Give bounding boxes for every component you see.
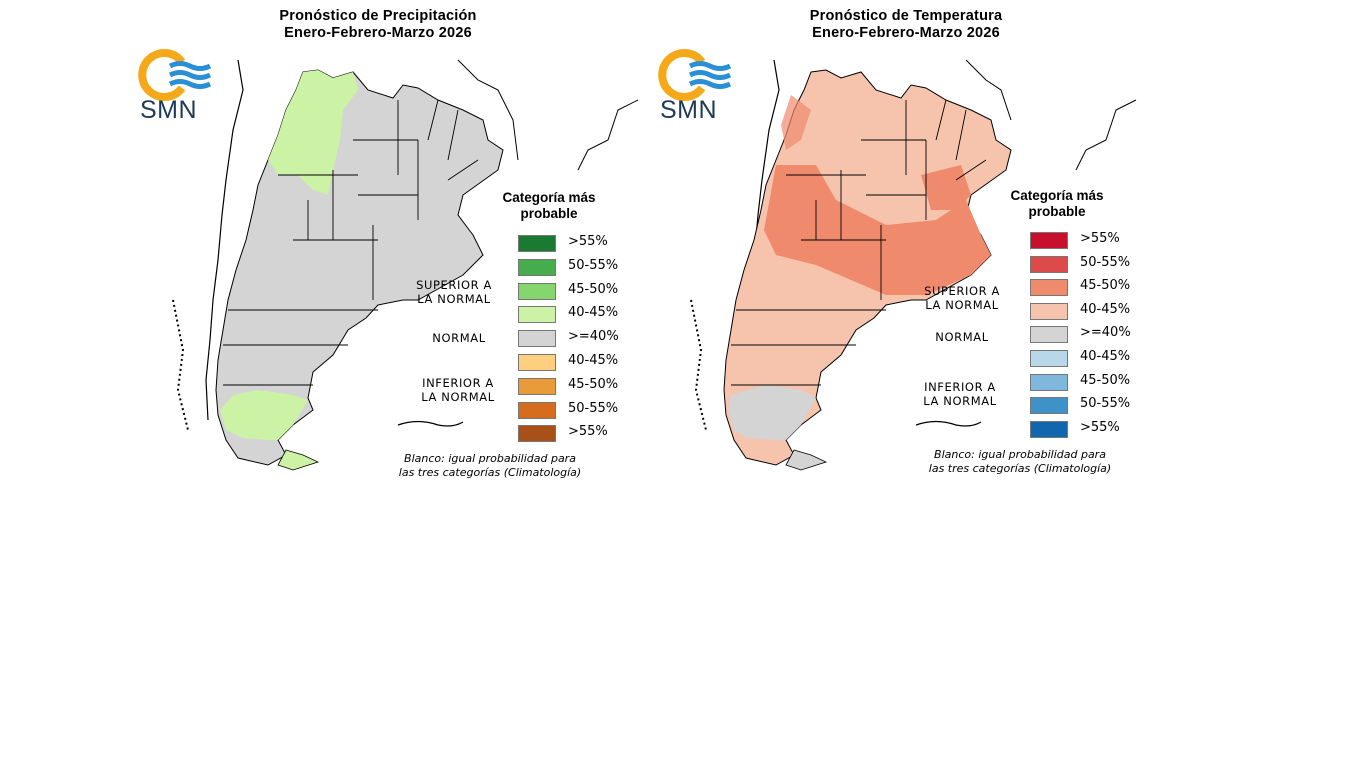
legend-label: 40-45% (1080, 349, 1131, 364)
smn-logo: SMN (120, 44, 230, 126)
legend-label: 40-45% (568, 305, 619, 321)
legend-label: 40-45% (568, 353, 619, 368)
legend-swatch (1030, 397, 1068, 415)
legend-label: 45-50% (1080, 372, 1131, 388)
legend-swatch (518, 377, 556, 395)
below-normal-label: INFERIOR A LA NORMAL (923, 380, 997, 408)
legend-swatch (518, 401, 556, 419)
legend-label: 40-45% (1080, 301, 1131, 317)
normal-label: NORMAL (432, 331, 486, 345)
legend-label: 45-50% (568, 376, 619, 392)
legend-label: >55% (568, 234, 608, 249)
legend-label: >55% (1080, 231, 1120, 246)
smn-logo-text: SMN (660, 96, 718, 124)
legend-label: 45-50% (568, 281, 619, 297)
legend-swatch (1030, 326, 1068, 344)
legend-label: >=40% (568, 329, 619, 345)
legend-swatch (1030, 232, 1068, 249)
southern-normal-area (728, 385, 816, 440)
legend-swatch (518, 235, 556, 252)
legend-label: 50-55% (1080, 254, 1131, 270)
precipitation-legend-title: Categoría más probable (502, 190, 596, 221)
temperature-map-title: Pronóstico de Temperatura Enero-Febrero-… (809, 8, 1003, 41)
temperature-forecast-panel: Pronóstico de Temperatura Enero-Febrero-… (636, 0, 1166, 480)
smn-logo-icon (138, 49, 212, 101)
legend-swatch (518, 425, 556, 443)
normal-label: NORMAL (935, 330, 989, 344)
legend-label: 50-55% (568, 257, 619, 273)
legend-swatch (1030, 373, 1068, 391)
temperature-footnote: Blanco: igual probabilidad para las tres… (928, 448, 1112, 475)
legend-swatch (518, 306, 556, 324)
argentina-precipitation-map (172, 59, 639, 471)
below-normal-label: INFERIOR A LA NORMAL (421, 376, 495, 404)
legend-swatch (1030, 279, 1068, 297)
legend-label: 50-55% (1080, 396, 1131, 412)
precipitation-footnote: Blanco: igual probabilidad para las tres… (398, 452, 582, 479)
south-patagonia-above-normal-area (220, 390, 308, 440)
legend-label: >55% (1080, 419, 1120, 435)
legend-label: >=40% (1080, 325, 1131, 341)
legend-label: >55% (568, 424, 608, 440)
central-45-50-area (764, 165, 991, 295)
legend-swatch (518, 282, 556, 300)
legend-swatch (1030, 350, 1068, 367)
legend-swatch (1030, 420, 1068, 438)
smn-logo: SMN (640, 44, 750, 126)
precipitation-forecast-panel: Pronóstico de Precipitación Enero-Febrer… (118, 0, 648, 480)
legend-swatch (518, 354, 556, 371)
legend-swatch (1030, 302, 1068, 320)
legend-label: 50-55% (568, 400, 619, 416)
smn-logo-icon (658, 49, 732, 101)
legend-swatch (518, 330, 556, 348)
smn-logo-text: SMN (140, 96, 198, 124)
argentina-temperature-map (690, 59, 1137, 471)
legend-swatch (518, 258, 556, 276)
legend-label: 45-50% (1080, 278, 1131, 294)
northwest-above-normal-area (268, 70, 358, 195)
above-normal-label: SUPERIOR A LA NORMAL (924, 284, 1000, 312)
temperature-legend-title: Categoría más probable (1010, 188, 1104, 219)
precipitation-map-title: Pronóstico de Precipitación Enero-Febrer… (279, 8, 477, 41)
legend-swatch (1030, 255, 1068, 273)
above-normal-label: SUPERIOR A LA NORMAL (416, 278, 492, 306)
